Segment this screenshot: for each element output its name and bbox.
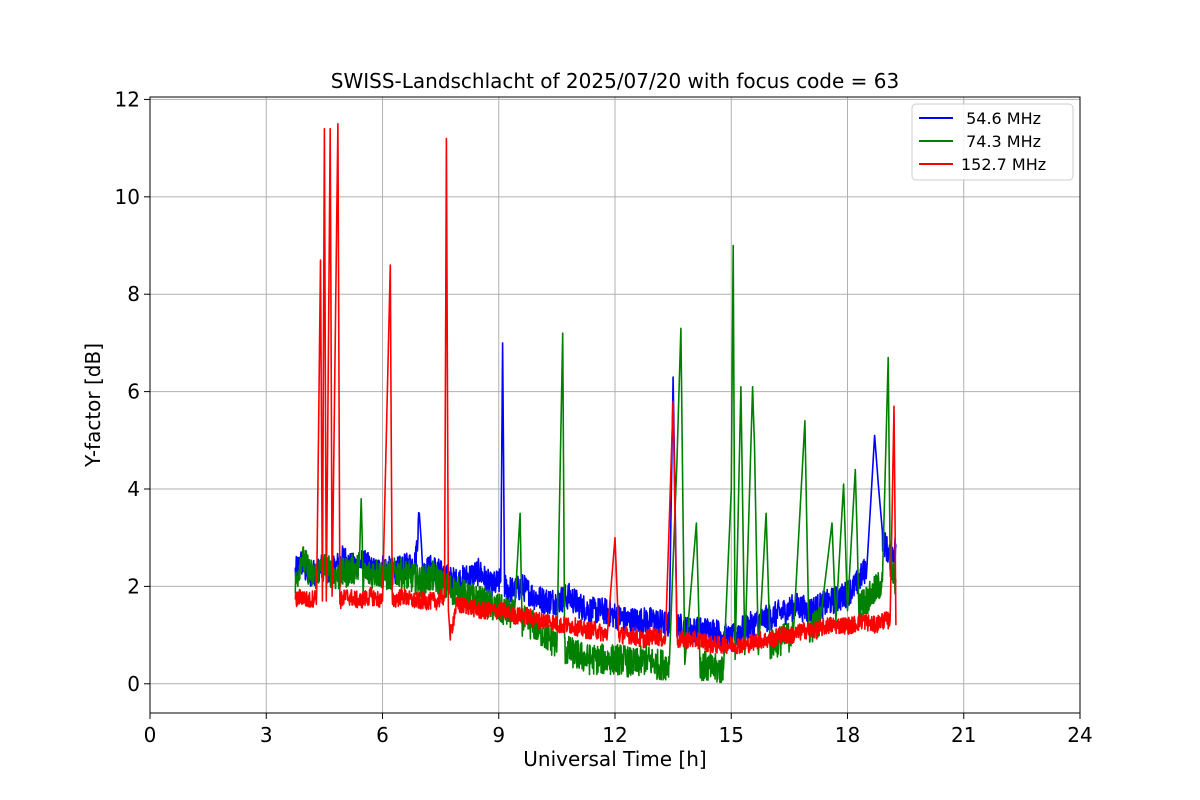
x-tick-label: 15 xyxy=(719,723,744,747)
y-tick-label: 10 xyxy=(115,185,140,209)
x-tick-label: 0 xyxy=(144,723,157,747)
legend-label-54-6: 54.6 MHz xyxy=(961,109,1041,128)
x-tick-label: 21 xyxy=(951,723,976,747)
y-axis-ticks: 0 2 4 6 8 10 12 xyxy=(115,87,150,696)
x-tick-label: 3 xyxy=(260,723,273,747)
x-axis-ticks: 0 3 6 9 12 15 18 21 24 xyxy=(144,713,1093,747)
series-line-1 xyxy=(294,244,897,684)
chart-title: SWISS-Landschlacht of 2025/07/20 with fo… xyxy=(331,69,899,93)
legend: 54.6 MHz 74.3 MHz 152.7 MHz xyxy=(911,103,1074,181)
x-tick-label: 24 xyxy=(1067,723,1092,747)
series-group xyxy=(294,123,897,684)
legend-box xyxy=(911,103,1074,181)
x-tick-label: 6 xyxy=(376,723,389,747)
x-axis-label: Universal Time [h] xyxy=(523,747,706,771)
y-tick-label: 0 xyxy=(127,672,140,696)
x-tick-label: 9 xyxy=(492,723,505,747)
y-axis-label: Y-factor [dB] xyxy=(81,343,105,468)
y-tick-label: 4 xyxy=(127,477,140,501)
legend-label-152-7: 152.7 MHz xyxy=(961,155,1046,174)
y-tick-label: 6 xyxy=(127,380,140,404)
y-tick-label: 12 xyxy=(115,87,140,111)
series-line-2 xyxy=(294,123,897,655)
legend-label-74-3: 74.3 MHz xyxy=(961,132,1041,151)
x-tick-label: 18 xyxy=(835,723,860,747)
grid-horizontal xyxy=(150,98,1080,685)
y-tick-label: 2 xyxy=(127,574,140,598)
x-tick-label: 12 xyxy=(602,723,627,747)
y-tick-label: 8 xyxy=(127,282,140,306)
